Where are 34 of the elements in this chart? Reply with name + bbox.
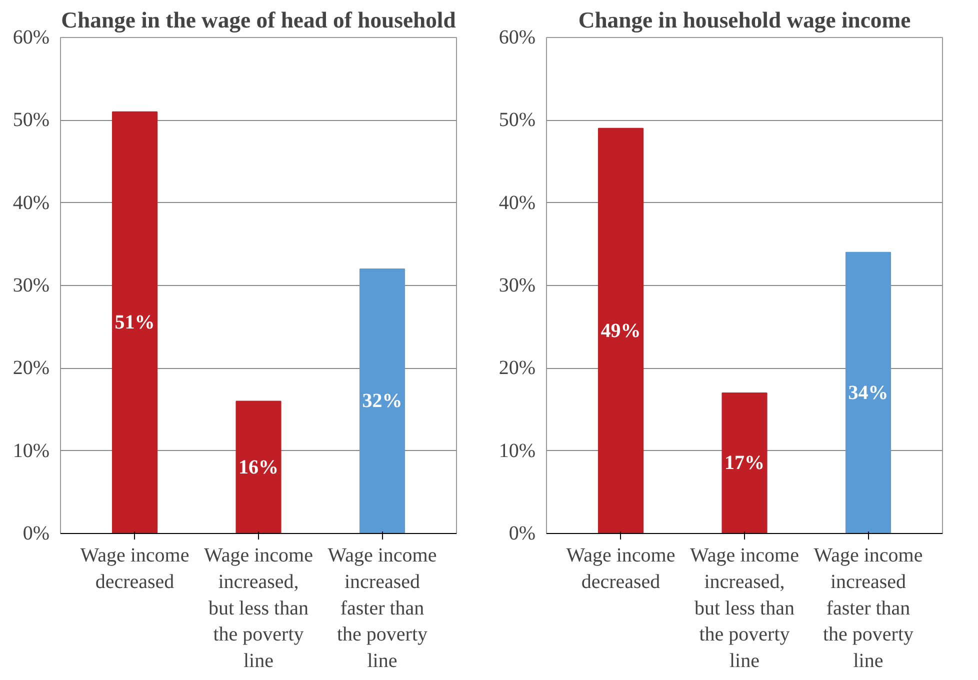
x-tick-label: Wage income increased faster than the poverty line — [328, 544, 437, 672]
y-tick-label: 20% — [12, 357, 50, 380]
y-tick-label: 40% — [12, 192, 50, 214]
y-tick-label: 10% — [12, 440, 50, 462]
data-label: 32% — [362, 390, 402, 412]
bar — [722, 392, 768, 534]
y-tick-label: 50% — [498, 109, 536, 132]
bar — [845, 252, 892, 534]
chart-title: Change in the wage of head of household — [61, 8, 456, 32]
x-tick-label: Wage income decreased — [80, 544, 190, 593]
data-label: 16% — [238, 456, 278, 478]
y-tick-label: 60% — [498, 26, 536, 48]
y-tick-label: 60% — [12, 26, 50, 48]
data-label: 34% — [848, 382, 888, 404]
x-tick-label: Wage income increased faster than the poverty line — [814, 544, 923, 672]
bar — [112, 111, 158, 534]
data-label: 17% — [724, 452, 764, 474]
chart-title: Change in household wage income — [578, 8, 911, 32]
data-label: 49% — [600, 320, 641, 342]
y-tick-label: 0% — [508, 522, 536, 544]
y-tick-label: 30% — [498, 274, 536, 296]
y-tick-label: 10% — [498, 440, 536, 462]
bar — [598, 128, 644, 534]
y-tick-label: 0% — [22, 522, 50, 544]
y-tick-label: 30% — [12, 274, 50, 296]
data-label: 51% — [114, 312, 155, 334]
y-tick-label: 50% — [12, 109, 50, 132]
y-tick-label: 20% — [498, 357, 536, 380]
y-tick-label: 40% — [498, 192, 536, 214]
x-tick-label: Wage income increased, but less than the poverty line — [690, 544, 800, 672]
x-tick-label: Wage income decreased — [566, 544, 676, 593]
x-tick-label: Wage income increased, but less than the poverty line — [204, 544, 314, 672]
bar — [236, 400, 282, 534]
bar — [359, 268, 406, 534]
